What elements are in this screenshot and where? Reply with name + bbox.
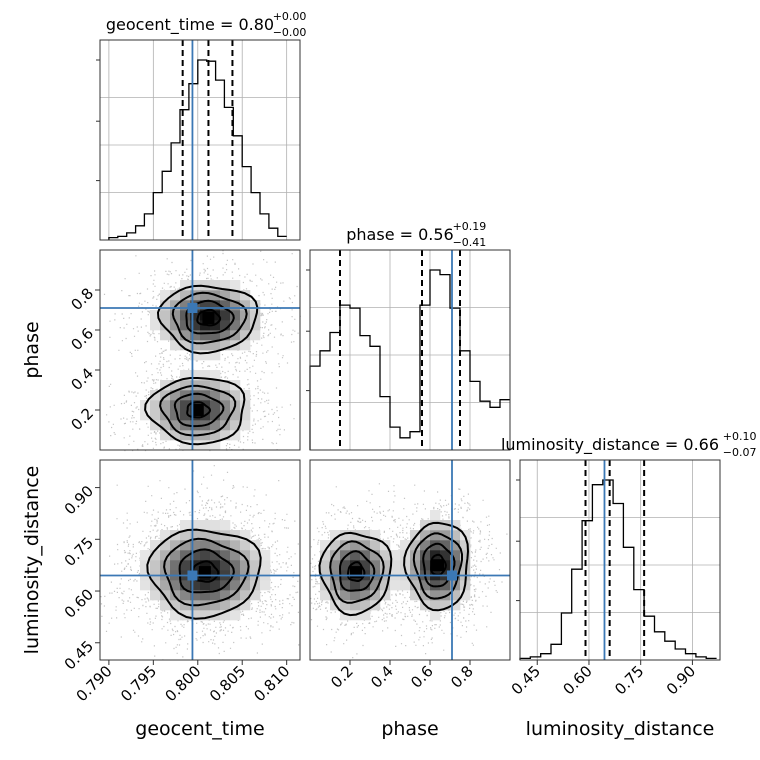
xaxis-label-phase: phase	[381, 718, 438, 740]
xtick-label-phase: 0.2	[327, 662, 357, 692]
density-cell-luminosity_distance_vs_phase	[400, 580, 410, 590]
ytick-label-luminosity_distance: 0.60	[61, 585, 97, 621]
density-cell-luminosity_distance_vs_geocent_time	[180, 520, 190, 530]
xtick-label-geocent_time: 0.795	[117, 662, 160, 705]
density-cell-luminosity_distance_vs_geocent_time	[220, 520, 230, 530]
density-cell-luminosity_distance_vs_geocent_time	[210, 520, 220, 530]
xtick-label-phase: 0.6	[407, 662, 437, 692]
xaxis-label-luminosity_distance: luminosity_distance	[526, 718, 715, 740]
ytick-label-luminosity_distance: 0.75	[61, 534, 97, 570]
title-minus-luminosity_distance: −0.07	[723, 446, 757, 459]
title-minus-geocent_time: −0.00	[273, 26, 307, 39]
xaxis-label-geocent_time: geocent_time	[135, 718, 264, 740]
density-peak-luminosity_distance_vs_phase	[432, 559, 444, 571]
panel-title-phase: phase = 0.56+0.19 −0.41	[346, 220, 486, 249]
density-cell-phase_vs_geocent_time	[150, 320, 160, 330]
density-cell-phase_vs_geocent_time	[160, 310, 170, 320]
ytick-label-luminosity_distance: 0.90	[61, 482, 97, 518]
truth-marker-phase_vs_geocent_time	[187, 303, 197, 313]
xtick-label-phase: 0.4	[367, 662, 397, 692]
density-cell-luminosity_distance_vs_geocent_time	[140, 580, 150, 590]
xtick-label-geocent_time: 0.805	[206, 662, 249, 705]
xtick-label-geocent_time: 0.800	[162, 662, 205, 705]
density-cell-luminosity_distance_vs_phase	[340, 550, 350, 560]
panel-title-luminosity_distance: luminosity_distance = 0.66 +0.10 −0.07	[501, 430, 757, 459]
density-peak-phase_vs_geocent_time	[192, 404, 204, 416]
title-text-phase: phase = 0.56	[346, 225, 453, 244]
density-cell-luminosity_distance_vs_geocent_time	[200, 550, 210, 560]
title-text-geocent_time: geocent_time = 0.80	[106, 15, 274, 35]
title-text-luminosity_distance: luminosity_distance = 0.66	[501, 435, 719, 455]
density-cell-phase_vs_geocent_time	[150, 400, 160, 410]
density-cell-luminosity_distance_vs_geocent_time	[200, 520, 210, 530]
density-cell-luminosity_distance_vs_phase	[430, 520, 440, 530]
panel-hist-luminosity_distance	[520, 460, 720, 660]
panel-hist-geocent_time	[100, 40, 300, 240]
yaxis-label-phase: phase	[21, 321, 43, 378]
ytick-label-phase: 0.8	[67, 284, 97, 314]
title-plus-geocent_time: +0.00	[273, 10, 307, 23]
xtick-label-geocent_time: 0.810	[250, 662, 293, 705]
density-cell-luminosity_distance_vs_phase	[380, 560, 390, 570]
density-cell-luminosity_distance_vs_geocent_time	[170, 610, 180, 620]
density-cell-luminosity_distance_vs_phase	[320, 560, 330, 570]
yaxis-label-luminosity_distance: luminosity_distance	[21, 466, 43, 655]
density-cell-luminosity_distance_vs_phase	[430, 610, 440, 620]
ytick-label-phase: 0.2	[67, 404, 97, 434]
density-cell-phase_vs_geocent_time	[200, 440, 210, 450]
xtick-label-luminosity_distance: 0.75	[611, 662, 647, 698]
ytick-label-luminosity_distance: 0.45	[61, 637, 97, 673]
truth-marker-luminosity_distance_vs_phase	[447, 571, 457, 581]
ytick-label-phase: 0.4	[67, 364, 97, 394]
histogram-luminosity_distance	[520, 480, 717, 660]
density-cell-luminosity_distance_vs_phase	[390, 580, 400, 590]
density-cell-luminosity_distance_vs_geocent_time	[150, 590, 160, 600]
truth-marker-luminosity_distance_vs_geocent_time	[187, 571, 197, 581]
xtick-label-phase: 0.8	[447, 662, 477, 692]
density-cell-phase_vs_geocent_time	[230, 390, 240, 400]
xtick-label-luminosity_distance: 0.45	[508, 662, 544, 698]
density-cell-phase_vs_geocent_time	[200, 330, 210, 340]
density-layer	[100, 250, 507, 660]
density-cell-phase_vs_geocent_time	[200, 350, 210, 360]
density-peak-phase_vs_geocent_time	[202, 312, 214, 324]
xtick-label-luminosity_distance: 0.60	[559, 662, 595, 698]
density-cell-luminosity_distance_vs_geocent_time	[230, 610, 240, 620]
xtick-label-luminosity_distance: 0.90	[663, 662, 699, 698]
density-cell-luminosity_distance_vs_phase	[430, 510, 440, 520]
density-cell-phase_vs_geocent_time	[230, 280, 240, 290]
density-cell-luminosity_distance_vs_geocent_time	[260, 560, 270, 570]
density-cell-luminosity_distance_vs_geocent_time	[150, 560, 160, 570]
density-cell-luminosity_distance_vs_phase	[370, 540, 380, 550]
density-cell-luminosity_distance_vs_geocent_time	[260, 580, 270, 590]
density-cell-phase_vs_geocent_time	[200, 290, 210, 300]
text-layer: geocent_time = 0.80+0.00 −0.00 phase = 0.5…	[21, 10, 757, 740]
title-plus-luminosity_distance: +0.10	[723, 430, 757, 443]
title-minus-phase: −0.41	[453, 236, 487, 249]
xtick-label-geocent_time: 0.790	[73, 662, 116, 705]
panel-title-geocent_time: geocent_time = 0.80+0.00 −0.00	[106, 10, 307, 39]
title-plus-phase: +0.19	[453, 220, 487, 233]
ytick-label-phase: 0.6	[67, 324, 97, 354]
density-cell-luminosity_distance_vs_geocent_time	[220, 600, 230, 610]
